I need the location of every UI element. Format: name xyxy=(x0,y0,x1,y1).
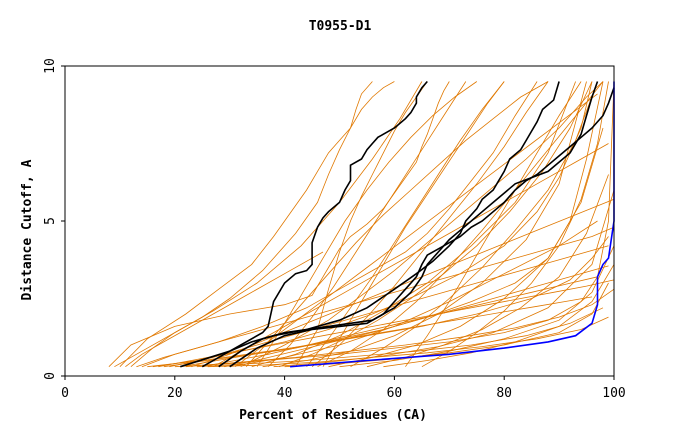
chart-title: T0955-D1 xyxy=(309,19,372,34)
highlighted-model-line-3 xyxy=(229,87,615,368)
background-model-line-28 xyxy=(234,93,598,368)
background-model-line-19 xyxy=(306,81,505,367)
background-model-line-6 xyxy=(163,81,604,368)
background-model-line-12 xyxy=(229,220,598,368)
background-model-line-4 xyxy=(141,81,538,368)
x-tick-label-100: 100 xyxy=(602,386,625,401)
highlighted-model-line-2 xyxy=(201,81,560,368)
background-model-line-29 xyxy=(245,81,549,367)
background-model-line-38 xyxy=(405,81,582,367)
background-model-line-20 xyxy=(317,81,604,368)
background-model-line-2 xyxy=(119,81,395,367)
background-model-line-22 xyxy=(339,245,615,368)
x-axis-label: Percent of Residues (CA) xyxy=(239,408,427,423)
background-model-line-8 xyxy=(147,236,609,368)
background-model-line-30 xyxy=(256,81,478,367)
axis-ticks-group: 0 20 40 60 80 100 0 5 10 xyxy=(43,58,626,401)
x-tick-label-0: 0 xyxy=(61,386,69,401)
y-tick-label-0: 0 xyxy=(43,372,58,380)
y-tick-label-5: 5 xyxy=(43,217,58,225)
background-model-line-5 xyxy=(152,81,593,368)
background-model-line-44 xyxy=(421,81,609,368)
x-tick-label-60: 60 xyxy=(387,386,403,401)
background-model-line-42 xyxy=(114,81,423,368)
highlighted-series-group xyxy=(180,80,615,368)
background-model-line-23 xyxy=(136,226,615,368)
background-model-line-37 xyxy=(383,264,615,368)
background-model-line-26 xyxy=(191,198,615,368)
background-model-line-32 xyxy=(278,81,593,368)
background-model-line-40 xyxy=(202,276,598,368)
highlighted-model-line-4 xyxy=(218,81,599,368)
x-tick-label-20: 20 xyxy=(167,386,183,401)
background-model-line-13 xyxy=(240,81,604,368)
x-tick-label-80: 80 xyxy=(496,386,512,401)
background-model-line-33 xyxy=(125,251,324,368)
y-tick-label-10: 10 xyxy=(43,58,58,74)
background-model-line-36 xyxy=(366,174,609,368)
background-model-line-41 xyxy=(224,265,609,368)
background-model-line-39 xyxy=(180,296,593,368)
background-model-line-14 xyxy=(251,81,576,368)
background-model-line-34 xyxy=(311,81,549,368)
background-model-line-27 xyxy=(213,143,609,368)
background-model-line-1 xyxy=(108,81,450,367)
background-model-line-43 xyxy=(322,81,505,367)
background-model-line-9 xyxy=(185,288,615,368)
y-axis-label: Distance Cutoff, A xyxy=(20,159,35,300)
reference-line xyxy=(290,81,615,368)
x-tick-label-40: 40 xyxy=(277,386,293,401)
highlighted-model-line-1 xyxy=(180,80,428,368)
background-model-line-3 xyxy=(130,81,373,368)
